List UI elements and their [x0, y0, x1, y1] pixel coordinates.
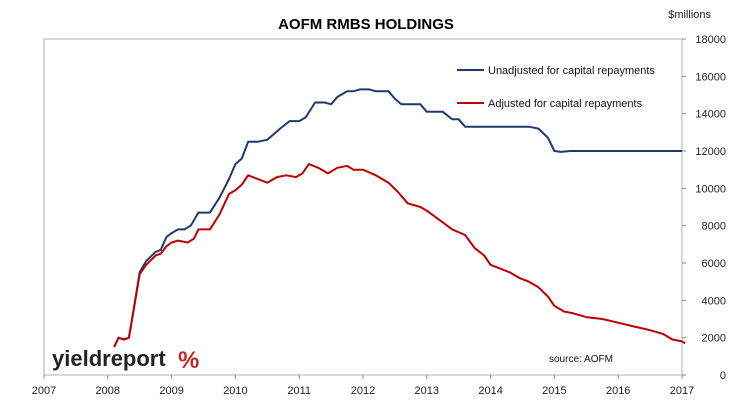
y-tick-label: 16000 [695, 71, 726, 83]
x-tick-label: 2009 [159, 385, 183, 397]
yieldreport-logo: yieldreport % [52, 346, 199, 374]
x-axis: 2007 2008 2009 2010 2011 2012 2013 2014 2015 2016… [32, 375, 694, 397]
source-annotation: source: AOFM [549, 354, 613, 365]
y-tick-label: 12000 [695, 146, 726, 158]
x-tick-label: 2008 [96, 385, 120, 397]
x-tick-label: 2016 [606, 385, 630, 397]
legend-label: Unadjusted for capital repayments [488, 65, 655, 77]
x-tick-label: 2010 [223, 385, 247, 397]
legend-label: Adjusted for capital repayments [488, 98, 643, 110]
y-axis: 0 2000 4000 6000 8000 10000 12000 14000 16000 180… [682, 34, 726, 382]
y-axis-unit-label: $millions [668, 9, 711, 21]
series-layer [113, 88, 686, 348]
series-line-adjusted [113, 163, 686, 348]
y-tick-label: 4000 [702, 295, 726, 307]
x-tick-label: 2007 [32, 385, 56, 397]
y-tick-label: 18000 [695, 34, 726, 46]
percent-logo-icon: % [178, 347, 199, 374]
y-tick-label: 6000 [702, 258, 726, 270]
series-line-unadjusted [113, 88, 682, 348]
x-tick-label: 2015 [542, 385, 566, 397]
x-tick-label: 2014 [478, 385, 502, 397]
x-tick-label: 2011 [287, 385, 311, 397]
x-tick-label: 2013 [415, 385, 439, 397]
x-tick-label: 2017 [670, 385, 694, 397]
x-tick-label: 2012 [351, 385, 375, 397]
plot-area [43, 38, 683, 376]
y-tick-label: 8000 [702, 221, 726, 233]
y-tick-label: 14000 [695, 109, 726, 121]
logo-text: yieldreport [52, 346, 166, 371]
y-tick-label: 10000 [695, 183, 726, 195]
legend: Unadjusted for capital repayments Adjuste… [457, 65, 655, 110]
chart-title: AOFM RMBS HOLDINGS [278, 16, 454, 33]
y-tick-label: 2000 [702, 333, 726, 345]
y-tick-label: 0 [720, 370, 726, 382]
